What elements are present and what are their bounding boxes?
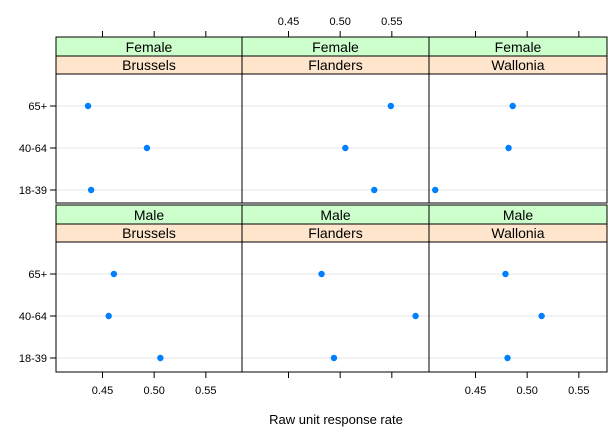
y-tick-label: 40-64 bbox=[19, 143, 47, 155]
data-point-male-brussels-40-64 bbox=[105, 312, 112, 320]
panel-frame bbox=[428, 241, 608, 373]
panel-frame bbox=[241, 241, 430, 373]
strip-gender-label: Male bbox=[320, 207, 351, 223]
strip-layer: Female Brussels Female Flanders Female Wallon… bbox=[55, 36, 608, 243]
x-tick-label-bottom: 0.55 bbox=[195, 385, 216, 397]
data-point-female-flanders-40-64 bbox=[342, 144, 349, 152]
x-tick-label-top: 0.45 bbox=[278, 16, 299, 28]
data-point-female-wallonia-65+ bbox=[509, 102, 516, 110]
data-point-male-flanders-40-64 bbox=[412, 312, 419, 320]
strip-region-label: Flanders bbox=[308, 225, 362, 241]
y-tick-label: 65+ bbox=[28, 269, 47, 281]
strip-gender-label: Female bbox=[312, 39, 359, 55]
data-point-female-flanders-65+ bbox=[387, 102, 394, 110]
x-axis-title: Raw unit response rate bbox=[269, 412, 403, 427]
y-tick-label: 40-64 bbox=[19, 311, 47, 323]
panel-frame-layer bbox=[55, 73, 608, 373]
strip-gender-label: Male bbox=[503, 207, 534, 223]
y-tick-label: 18-39 bbox=[19, 185, 47, 197]
x-tick-label-bottom: 0.45 bbox=[92, 385, 113, 397]
data-point-male-brussels-65+ bbox=[110, 270, 118, 278]
y-tick-label: 65+ bbox=[28, 101, 47, 113]
data-point-female-brussels-18-39 bbox=[87, 186, 95, 194]
data-point-male-wallonia-65+ bbox=[502, 270, 509, 278]
x-tick-label-top: 0.55 bbox=[381, 16, 402, 28]
x-tick-label-top: 0.50 bbox=[329, 16, 350, 28]
strip-region-label: Wallonia bbox=[491, 57, 544, 73]
strip-region-label: Flanders bbox=[308, 57, 362, 73]
data-point-male-wallonia-18-39 bbox=[504, 354, 511, 362]
x-tick-label-bottom: 0.50 bbox=[516, 385, 537, 397]
x-tick-label-bottom: 0.45 bbox=[465, 385, 486, 397]
grid-layer bbox=[56, 105, 607, 359]
data-point-female-brussels-40-64 bbox=[143, 144, 151, 152]
panel-frame bbox=[55, 241, 243, 373]
strip-region-label: Wallonia bbox=[491, 225, 544, 241]
data-point-male-flanders-65+ bbox=[318, 270, 325, 278]
strip-region-label: Brussels bbox=[122, 57, 176, 73]
data-point-female-wallonia-40-64 bbox=[505, 144, 512, 152]
strip-region-label: Brussels bbox=[122, 225, 176, 241]
strip-gender-label: Male bbox=[134, 207, 165, 223]
data-point-male-brussels-18-39 bbox=[157, 354, 164, 362]
y-tick-label: 18-39 bbox=[19, 353, 47, 365]
axes-layer: 65+ 40-64 18-39 65+ 40-64 18-39 0.45 0.50 0.55 0.… bbox=[19, 16, 590, 397]
x-tick-label-bottom: 0.55 bbox=[568, 385, 589, 397]
points-layer bbox=[84, 102, 545, 362]
data-point-male-flanders-18-39 bbox=[330, 354, 338, 362]
data-point-female-wallonia-18-39 bbox=[432, 186, 439, 194]
strip-gender-label: Female bbox=[126, 39, 173, 55]
data-point-male-wallonia-40-64 bbox=[538, 312, 545, 320]
strip-gender-label: Female bbox=[495, 39, 542, 55]
data-point-female-brussels-65+ bbox=[84, 102, 92, 110]
data-point-female-flanders-18-39 bbox=[371, 186, 378, 194]
x-tick-label-bottom: 0.50 bbox=[143, 385, 164, 397]
panel-frame bbox=[241, 73, 430, 204]
panel-frame bbox=[55, 73, 243, 204]
panel-frame bbox=[428, 73, 608, 204]
